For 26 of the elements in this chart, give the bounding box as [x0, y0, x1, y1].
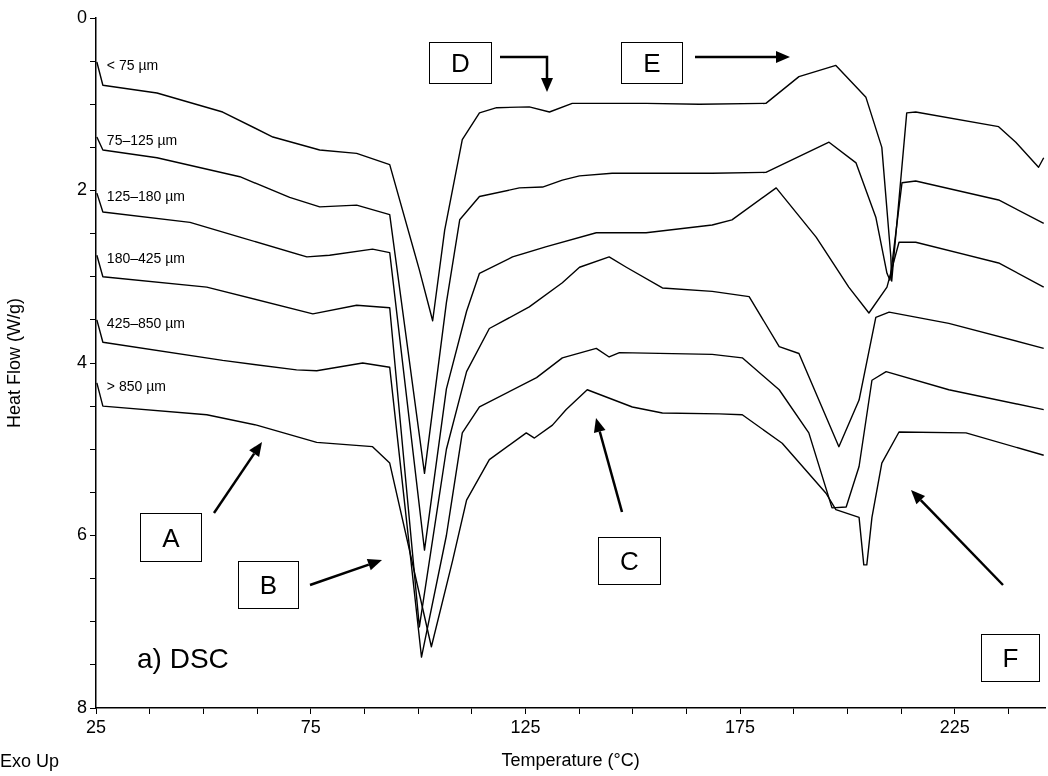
text: Exo Up [0, 751, 60, 771]
x-tick-label: 75 [300, 716, 321, 737]
x-tick-label: 125 [510, 716, 541, 737]
series-label: 75–125 µm [106, 131, 178, 148]
series-label: < 75 µm [106, 56, 159, 73]
annotation: E [621, 42, 683, 84]
annotation: C [598, 537, 661, 585]
x-axis-title: Temperature (°C) [501, 750, 640, 771]
annotation: A [140, 513, 202, 562]
series-label: 180–425 µm [106, 250, 185, 267]
x-tick-label: 175 [725, 716, 756, 737]
annotation: F [981, 634, 1040, 682]
annotation: B [238, 561, 299, 609]
y-tick-label: 0 [76, 6, 87, 27]
y-tick-label: 2 [76, 179, 87, 200]
y-tick-label: 6 [76, 524, 87, 545]
x-tick-label: 225 [939, 716, 970, 737]
y-tick-label: 4 [76, 351, 87, 372]
series-label: 425–850 µm [106, 314, 185, 331]
annotation: a) DSC [137, 643, 229, 674]
x-tick-label: 25 [85, 716, 107, 737]
y-axis-title: Heat Flow (W/g) [3, 297, 24, 429]
annotation: D [429, 42, 492, 84]
series-label: > 850 µm [106, 377, 166, 394]
y-tick-label: 8 [76, 696, 87, 717]
series-label: 125–180 µm [106, 187, 185, 204]
